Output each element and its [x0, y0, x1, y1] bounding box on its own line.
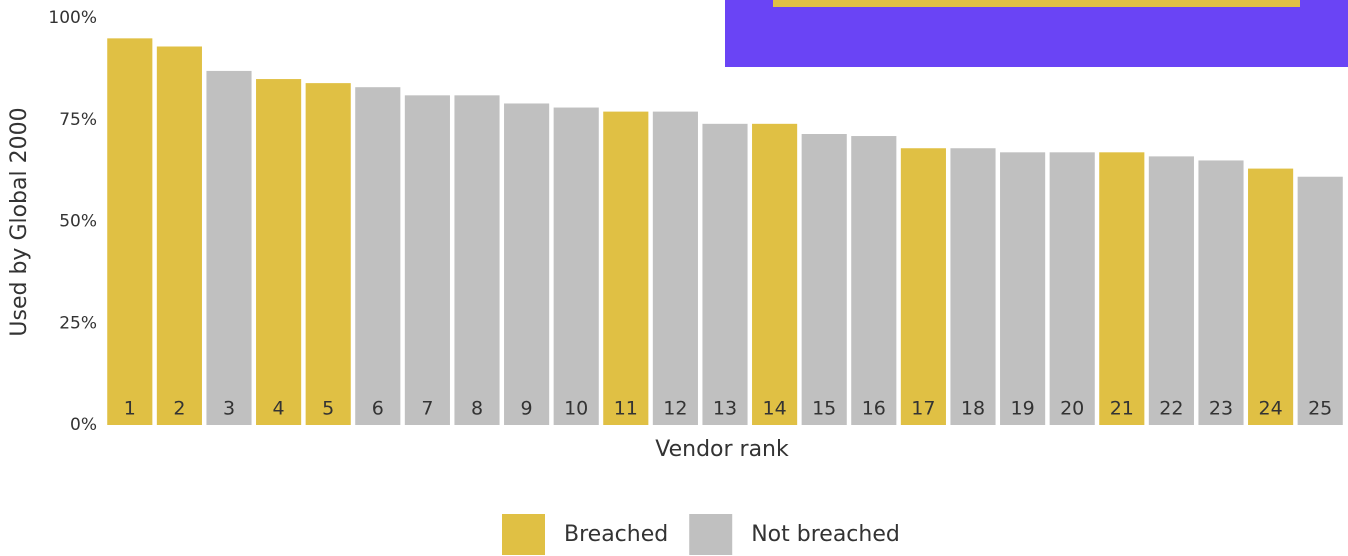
y-tick-label: 100% [48, 8, 97, 28]
x-tick-label: 8 [471, 398, 483, 420]
x-tick-label: 17 [911, 398, 935, 420]
banner-bar [773, 0, 1300, 7]
bar [1297, 176, 1343, 425]
bar [156, 46, 202, 426]
bar [652, 111, 698, 426]
x-tick-label: 7 [421, 398, 433, 420]
x-tick-label: 9 [521, 398, 533, 420]
bar [454, 95, 500, 425]
x-tick-label: 6 [372, 398, 384, 420]
bar [1049, 152, 1095, 425]
bar [305, 83, 351, 426]
legend-label: Not breached [751, 522, 900, 547]
x-tick-label: 12 [663, 398, 687, 420]
bar [553, 107, 599, 425]
x-tick-label: 3 [223, 398, 235, 420]
bar [752, 123, 798, 425]
bar [1148, 156, 1194, 425]
x-tick-label: 18 [961, 398, 985, 420]
y-tick-label: 75% [59, 110, 97, 130]
x-tick-label: 14 [763, 398, 787, 420]
bar [404, 95, 450, 425]
bar [256, 79, 302, 426]
bar [950, 148, 996, 426]
y-tick-label: 25% [59, 313, 97, 333]
banner [725, 0, 1348, 67]
bar [206, 70, 252, 425]
x-tick-label: 23 [1209, 398, 1233, 420]
x-tick-label: 11 [614, 398, 638, 420]
bar [900, 148, 946, 426]
legend-swatch [502, 514, 545, 555]
bar [1198, 160, 1244, 425]
legend-swatch [689, 514, 733, 555]
x-axis-title: Vendor rank [655, 437, 789, 462]
x-tick-label: 24 [1259, 398, 1283, 420]
bar [1000, 152, 1046, 425]
bar [1248, 168, 1294, 425]
y-tick-label: 0% [70, 415, 97, 435]
x-tick-label: 5 [322, 398, 334, 420]
x-tick-label: 13 [713, 398, 737, 420]
x-tick-label: 1 [124, 398, 136, 420]
bar [504, 103, 550, 425]
bar [851, 136, 897, 425]
x-tick-label: 15 [812, 398, 836, 420]
bar [355, 87, 401, 425]
x-tick-label: 16 [862, 398, 886, 420]
x-tick-label: 22 [1159, 398, 1183, 420]
x-tick-label: 10 [564, 398, 588, 420]
y-tick-label: 50% [59, 212, 97, 232]
legend-label: Breached [564, 522, 668, 547]
bar [107, 38, 153, 425]
x-tick-label: 19 [1011, 398, 1035, 420]
y-axis-title: Used by Global 2000 [7, 107, 32, 336]
x-tick-label: 4 [273, 398, 285, 420]
bar [1099, 152, 1145, 425]
x-tick-label: 21 [1110, 398, 1134, 420]
x-tick-label: 20 [1060, 398, 1084, 420]
bar [702, 123, 748, 425]
bar [801, 133, 847, 425]
x-tick-label: 2 [173, 398, 185, 420]
bar [603, 111, 649, 426]
x-tick-label: 25 [1308, 398, 1332, 420]
